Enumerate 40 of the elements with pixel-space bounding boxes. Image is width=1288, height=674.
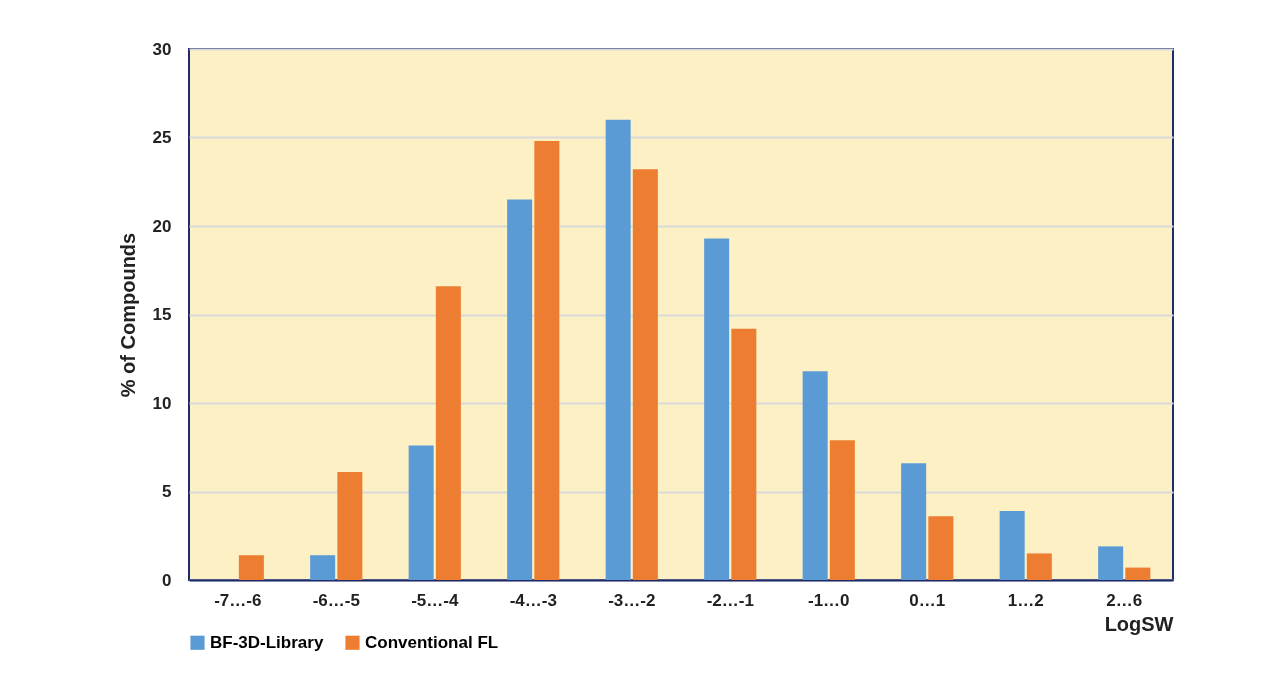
- bar: [534, 141, 560, 580]
- bar: [238, 555, 264, 580]
- x-tick-label: -7…-6: [214, 590, 262, 610]
- bar: [704, 238, 730, 580]
- bar: [999, 510, 1025, 580]
- bar: [435, 286, 461, 580]
- bar: [829, 440, 855, 580]
- x-tick-label: 1…2: [1007, 590, 1044, 610]
- bar: [605, 119, 631, 580]
- x-tick-label: 0…1: [909, 590, 946, 610]
- bar: [1098, 546, 1124, 580]
- y-tick-label: 0: [162, 570, 172, 590]
- bar: [507, 199, 533, 580]
- y-tick-label: 10: [152, 393, 172, 413]
- x-tick-label: -3…-2: [608, 590, 656, 610]
- x-tick-label: -5…-4: [411, 590, 459, 610]
- y-tick-label: 15: [152, 305, 172, 324]
- bar: [1125, 567, 1151, 580]
- y-axis-title: % of Compounds: [116, 232, 139, 398]
- bar: [408, 445, 434, 580]
- bar: [901, 463, 927, 580]
- x-tick-label: -1…0: [807, 590, 850, 610]
- bar: [802, 371, 828, 580]
- x-axis-title: LogSW: [1104, 612, 1174, 635]
- bar: [632, 169, 658, 580]
- bar: [1026, 553, 1052, 580]
- x-tick-label: -2…-1: [706, 590, 754, 610]
- bar: [928, 516, 954, 580]
- x-tick-label: -6…-5: [312, 590, 360, 610]
- bar: [310, 555, 336, 580]
- bar: [337, 472, 363, 580]
- legend-label: BF-3D-Library: [210, 632, 324, 652]
- y-tick-label: 30: [152, 39, 172, 59]
- x-tick-label: 2…6: [1106, 590, 1143, 610]
- y-tick-label: 25: [152, 128, 172, 147]
- x-tick-label: -4…-3: [509, 590, 557, 610]
- y-tick-label: 5: [162, 482, 172, 501]
- legend-label: Conventional FL: [365, 632, 499, 652]
- y-tick-label: 20: [152, 216, 172, 236]
- bar: [731, 328, 757, 580]
